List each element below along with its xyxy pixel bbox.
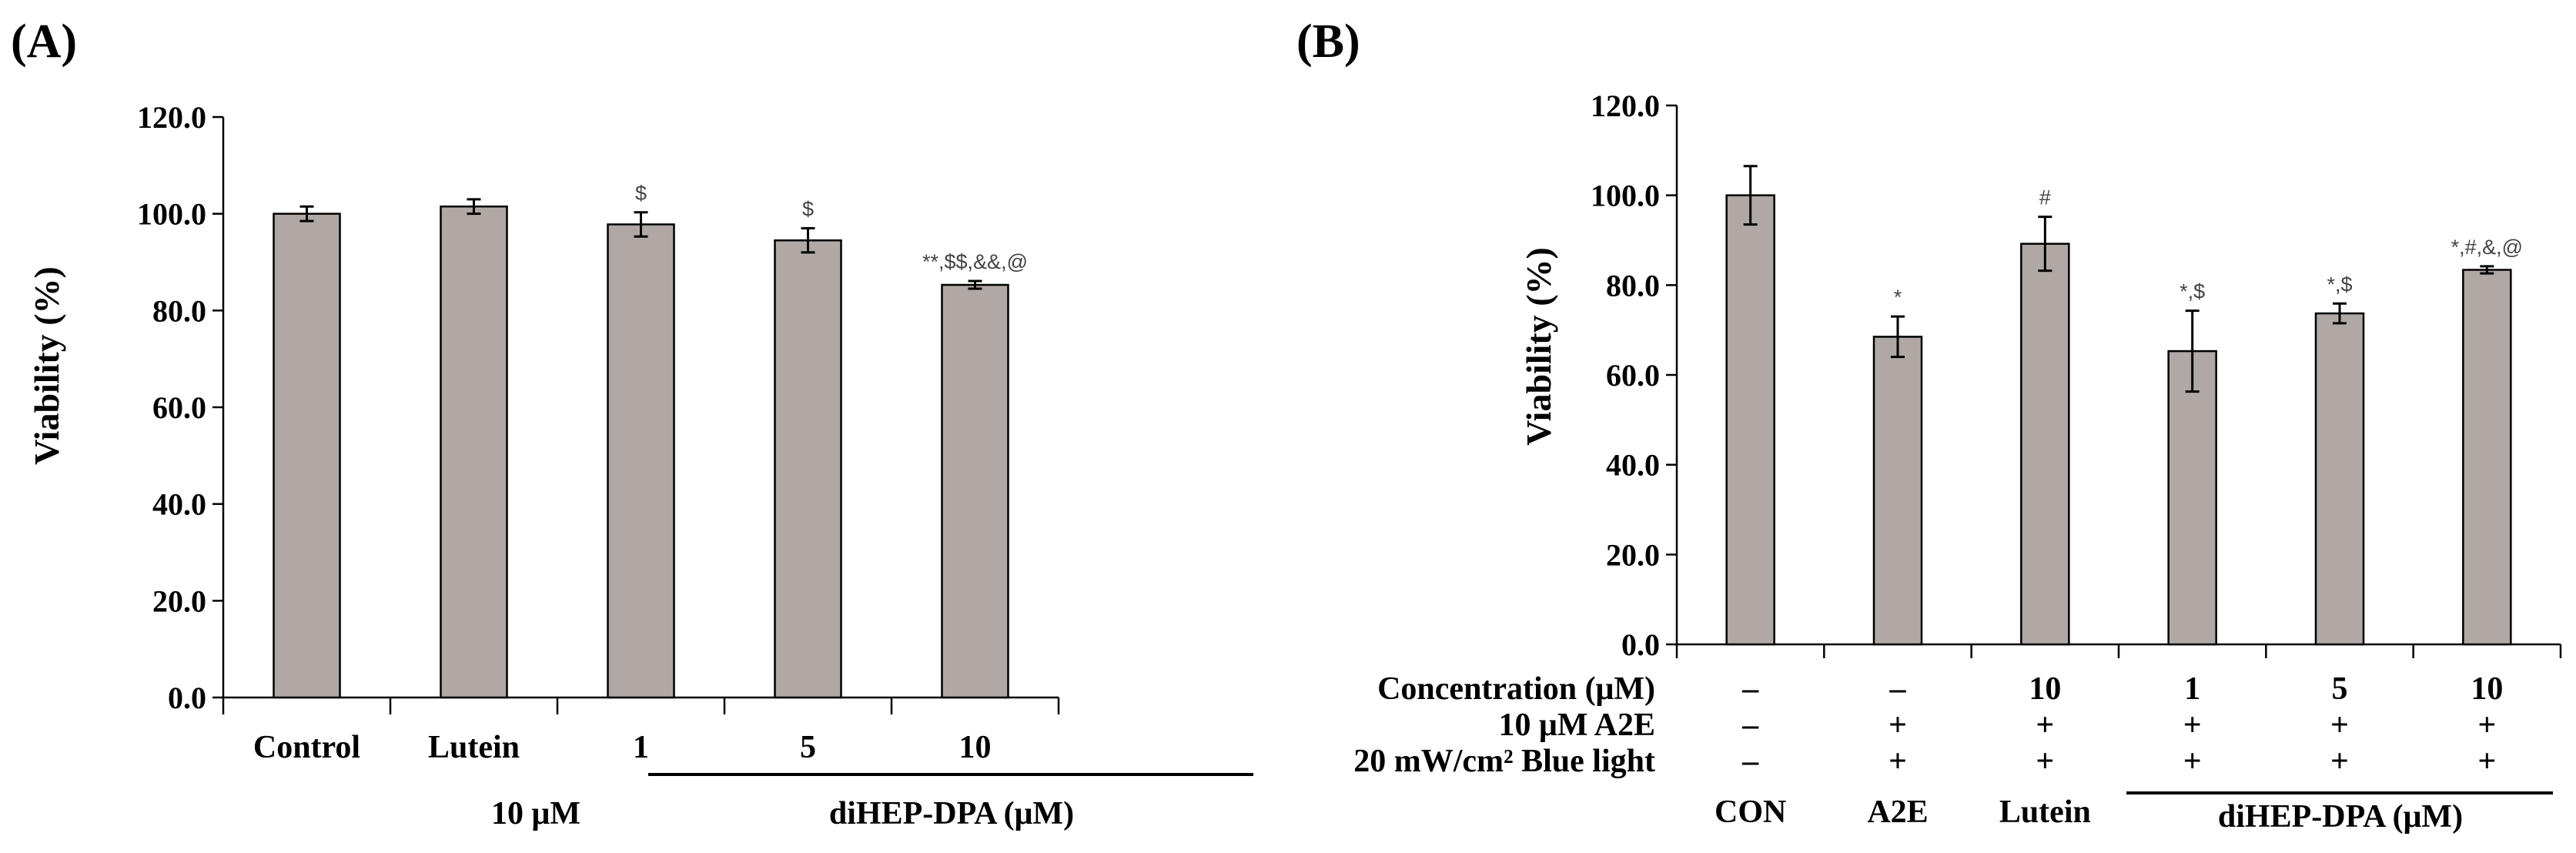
y-tick-label: 40.0 xyxy=(152,487,206,522)
table-cell: + xyxy=(2477,744,2496,779)
table-cell: 1 xyxy=(2184,671,2200,707)
category-label: 1 xyxy=(633,730,649,765)
bar xyxy=(1872,336,1923,646)
y-tick-label: 60.0 xyxy=(1606,358,1660,393)
panel-a-error-bars xyxy=(299,198,982,290)
table-cell: 10 xyxy=(2471,671,2503,707)
y-tick-label: 80.0 xyxy=(152,293,206,328)
y-tick-label: 0.0 xyxy=(1621,627,1660,662)
table-cell: – xyxy=(1889,671,1907,707)
table-cell: 10 xyxy=(2029,671,2061,707)
table-cell: + xyxy=(1889,744,1907,779)
category-label: CON xyxy=(1715,794,1786,830)
category-label: Lutein xyxy=(428,730,520,765)
bar xyxy=(273,212,341,699)
category-label: A2E xyxy=(1867,794,1928,830)
table-cell: + xyxy=(2183,707,2202,743)
panel-a-category-separators xyxy=(222,697,1060,714)
panel-b-category-labels: CON A2E Lutein xyxy=(1715,794,2091,830)
panel-b: (B) Viability (%) 0.020.040.060.080.0100… xyxy=(1296,15,2562,835)
category-label: Lutein xyxy=(1999,794,2091,830)
bar xyxy=(2020,243,2070,646)
panel-a: (A) Viability (%) 0.020.040.060.080.0100… xyxy=(11,15,1253,831)
category-label: 5 xyxy=(800,730,816,765)
bar xyxy=(2167,350,2217,646)
y-tick-label: 20.0 xyxy=(152,584,206,618)
panel-b-annotations: * # *,$ *,$ *,#,&,@ xyxy=(1894,186,2523,309)
y-tick-label: 100.0 xyxy=(137,197,206,232)
significance-annotation: *,$ xyxy=(2327,273,2352,296)
panel-a-bars xyxy=(273,205,1009,699)
table-row-label: Concentration (μM) xyxy=(1377,671,1655,707)
panel-a-drug-group-label: diHEP-DPA (μM) xyxy=(829,796,1074,831)
y-tick-label: 20.0 xyxy=(1606,537,1660,572)
table-cell: + xyxy=(2183,744,2202,779)
significance-annotation: *,#,&,@ xyxy=(2451,236,2523,259)
category-label: 10 xyxy=(959,730,992,765)
panel-b-y-axis-title: Viability (%) xyxy=(1519,247,1558,446)
significance-annotation: *,$ xyxy=(2180,280,2205,303)
bar xyxy=(941,283,1009,699)
bar xyxy=(1725,194,1775,646)
y-tick-label: 0.0 xyxy=(168,681,206,715)
panel-a-annotations: $ $ **,$$,&&,@ xyxy=(635,182,1028,273)
table-cell: – xyxy=(1741,744,1759,779)
table-row-label: 20 mW/cm² Blue light xyxy=(1353,744,1655,779)
table-cell: 5 xyxy=(2332,671,2348,707)
significance-annotation: * xyxy=(1894,286,1902,309)
table-cell: + xyxy=(2477,707,2496,743)
table-cell: + xyxy=(2036,744,2054,779)
panel-b-label: (B) xyxy=(1296,15,1360,68)
bar xyxy=(607,223,675,699)
y-tick-label: 100.0 xyxy=(1591,179,1660,213)
y-tick-label: 120.0 xyxy=(1591,89,1660,123)
table-cell: + xyxy=(2036,707,2054,743)
panel-b-y-ticks: 0.0 20.0 40.0 60.0 80.0 100.0 120.0 xyxy=(1591,89,1677,662)
significance-annotation: $ xyxy=(635,182,647,205)
panel-b-error-bars xyxy=(1743,165,2494,393)
y-tick-label: 40.0 xyxy=(1606,448,1660,483)
table-cell: + xyxy=(2330,707,2349,743)
panel-a-lutein-dose-label: 10 μM xyxy=(491,796,580,831)
panel-a-category-labels: Control Lutein 1 5 10 xyxy=(253,730,992,765)
panel-b-bars xyxy=(1725,194,2512,646)
y-tick-label: 80.0 xyxy=(1606,268,1660,303)
significance-annotation: # xyxy=(2039,186,2051,209)
panel-a-y-axis-title: Viability (%) xyxy=(27,266,66,465)
panel-a-label: (A) xyxy=(11,15,77,68)
y-tick-label: 120.0 xyxy=(137,100,206,135)
bar xyxy=(774,239,842,699)
panel-b-drug-group-label: diHEP-DPA (μM) xyxy=(2218,799,2463,835)
table-cell: – xyxy=(1741,707,1759,743)
table-row-label: 10 μM A2E xyxy=(1499,707,1655,743)
significance-annotation: **,$$,&&,@ xyxy=(922,250,1028,273)
table-cell: + xyxy=(1889,707,1907,743)
y-tick-label: 60.0 xyxy=(152,390,206,425)
table-cell: + xyxy=(2330,744,2349,779)
bar xyxy=(2314,312,2365,646)
table-cell: – xyxy=(1741,671,1759,707)
bar xyxy=(2462,269,2512,646)
category-label: Control xyxy=(253,730,360,765)
panel-a-y-ticks: 0.0 20.0 40.0 60.0 80.0 100.0 120.0 xyxy=(137,100,223,715)
significance-annotation: $ xyxy=(802,198,814,221)
bar xyxy=(440,205,508,699)
